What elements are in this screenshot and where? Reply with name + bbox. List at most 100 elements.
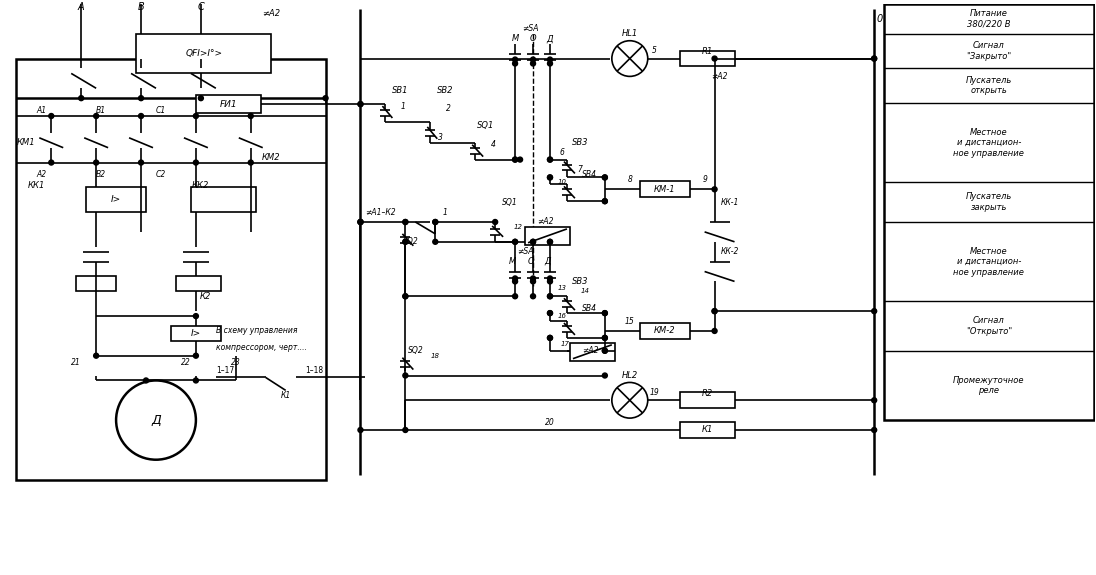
Text: 1–17: 1–17 (216, 366, 235, 375)
Text: 1: 1 (401, 102, 406, 110)
Circle shape (403, 294, 408, 299)
Text: 16: 16 (558, 313, 567, 319)
Circle shape (548, 276, 552, 281)
Text: 1–18: 1–18 (306, 366, 323, 375)
Circle shape (249, 160, 253, 165)
Text: C: C (197, 2, 204, 12)
Circle shape (403, 373, 408, 378)
Circle shape (93, 113, 99, 118)
Text: ≠SA: ≠SA (517, 247, 534, 256)
Text: SB4: SB4 (582, 304, 597, 313)
Circle shape (249, 113, 253, 118)
Circle shape (138, 95, 144, 101)
Circle shape (612, 41, 648, 76)
Text: 13: 13 (558, 285, 567, 292)
Text: SQ1: SQ1 (477, 121, 494, 131)
Bar (87, 187, 146, 212)
Circle shape (548, 335, 552, 340)
Text: 7: 7 (578, 165, 582, 174)
Text: Д: Д (151, 413, 161, 427)
Circle shape (548, 57, 552, 62)
Circle shape (603, 373, 607, 378)
Text: A1: A1 (36, 106, 46, 114)
Text: ≠A1–К2: ≠A1–К2 (365, 208, 396, 217)
Text: компрессором, черт....: компрессором, черт.... (216, 343, 307, 352)
Circle shape (548, 239, 552, 244)
Bar (171, 326, 220, 341)
Circle shape (144, 378, 149, 383)
Text: 21: 21 (71, 358, 81, 367)
Text: 18: 18 (431, 352, 439, 359)
Circle shape (871, 56, 877, 61)
Text: Местное
и дистанцион-
ное управление: Местное и дистанцион- ное управление (954, 247, 1025, 277)
Text: КМ-1: КМ-1 (654, 185, 675, 194)
Circle shape (433, 220, 437, 224)
Text: О: О (528, 257, 535, 266)
Bar (525, 227, 570, 245)
Text: SB3: SB3 (572, 138, 589, 147)
Text: SB4: SB4 (582, 170, 597, 179)
Bar (680, 51, 734, 67)
Circle shape (712, 56, 717, 61)
Text: Пускатель
открыть: Пускатель открыть (966, 76, 1012, 95)
Text: A2: A2 (36, 170, 46, 179)
Text: SB1: SB1 (392, 86, 409, 95)
Circle shape (548, 175, 552, 180)
Text: Местное
и дистанцион-
ное управление: Местное и дистанцион- ное управление (954, 128, 1025, 158)
Text: КК2: КК2 (192, 181, 209, 190)
Text: R2: R2 (701, 389, 712, 398)
Circle shape (603, 175, 607, 180)
Text: B: B (138, 2, 145, 12)
Text: 23: 23 (231, 358, 241, 367)
Circle shape (603, 199, 607, 204)
Text: HL2: HL2 (621, 371, 638, 380)
Circle shape (530, 57, 536, 62)
Circle shape (513, 239, 517, 244)
Text: SQ1: SQ1 (502, 198, 518, 206)
Text: 22: 22 (181, 358, 191, 367)
Text: ≠A2: ≠A2 (537, 217, 553, 227)
Text: 2: 2 (446, 104, 450, 113)
Text: A: A (78, 2, 84, 12)
Circle shape (48, 113, 54, 118)
Text: SQ2: SQ2 (402, 237, 419, 246)
Text: Сигнал
"Открыто": Сигнал "Открыто" (966, 316, 1012, 336)
Text: B2: B2 (96, 170, 106, 179)
Text: 19: 19 (650, 388, 660, 397)
Circle shape (712, 309, 717, 313)
Circle shape (603, 335, 607, 340)
Circle shape (492, 220, 498, 224)
Text: 17: 17 (560, 341, 570, 347)
Circle shape (530, 279, 536, 284)
Circle shape (603, 348, 607, 353)
Circle shape (871, 428, 877, 432)
Circle shape (403, 239, 408, 244)
Text: 4: 4 (491, 140, 495, 150)
Circle shape (548, 294, 552, 299)
Circle shape (48, 160, 54, 165)
Text: КК-1: КК-1 (720, 198, 739, 206)
Circle shape (548, 279, 552, 284)
Circle shape (603, 310, 607, 316)
Circle shape (603, 310, 607, 316)
Circle shape (358, 428, 363, 432)
Circle shape (323, 95, 328, 101)
Text: SQ2: SQ2 (408, 346, 423, 355)
Circle shape (93, 353, 99, 358)
Text: 8: 8 (627, 175, 632, 184)
Circle shape (138, 113, 144, 118)
Text: М: М (512, 34, 518, 43)
Text: К2: К2 (201, 292, 212, 301)
Text: ≠A2: ≠A2 (262, 9, 279, 18)
Bar (570, 343, 615, 361)
Circle shape (871, 56, 877, 61)
Circle shape (513, 276, 517, 281)
Text: М: М (509, 257, 516, 266)
Circle shape (548, 294, 552, 299)
Circle shape (93, 160, 99, 165)
Text: 15: 15 (625, 316, 635, 325)
Circle shape (193, 160, 198, 165)
Circle shape (513, 57, 517, 62)
Circle shape (712, 328, 717, 334)
Circle shape (530, 239, 536, 244)
